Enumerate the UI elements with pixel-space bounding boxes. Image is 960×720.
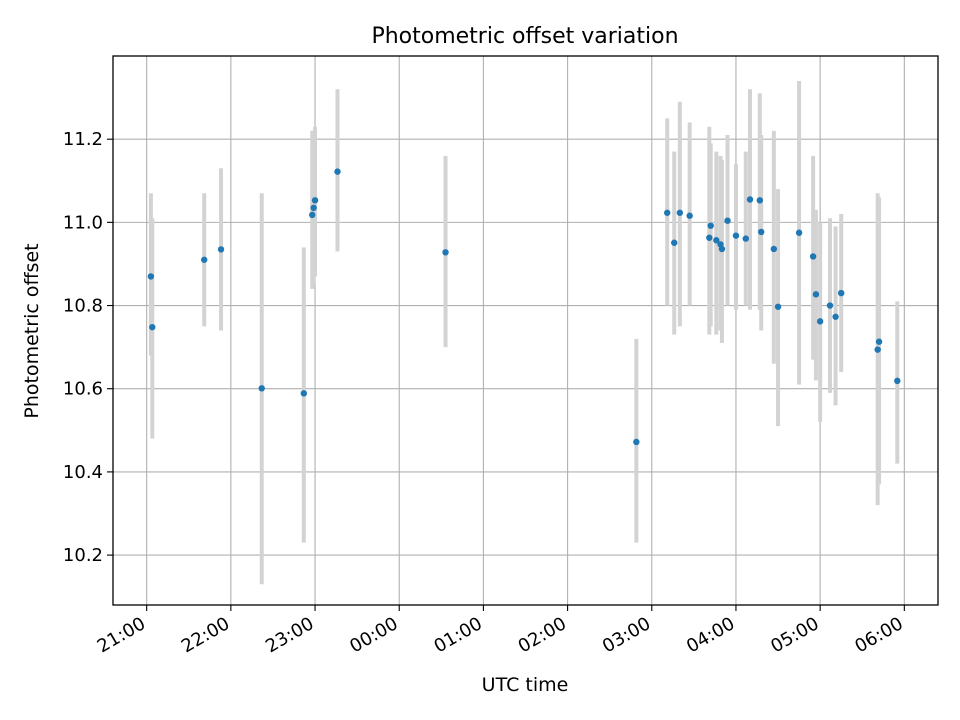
- data-point: [812, 291, 820, 298]
- data-point: [837, 289, 845, 297]
- y-tick-label: 10.4: [63, 462, 103, 483]
- data-point: [147, 273, 155, 280]
- data-point: [874, 346, 881, 353]
- data-point: [732, 232, 740, 239]
- data-point: [217, 246, 225, 253]
- data-point: [774, 303, 782, 310]
- y-tick-label: 10.8: [63, 296, 103, 317]
- data-point: [816, 318, 824, 325]
- data-point: [633, 438, 640, 446]
- data-point: [671, 239, 678, 246]
- data-point: [894, 377, 901, 385]
- data-point: [442, 249, 449, 256]
- data-point: [746, 196, 754, 203]
- y-axis-ticks: 10.2 10.4 10.6 10.8 11.0 11.2: [63, 129, 113, 566]
- data-point: [832, 313, 839, 320]
- data-point: [724, 217, 731, 224]
- data-point: [826, 302, 834, 309]
- data-point: [311, 197, 319, 204]
- data-point: [809, 253, 817, 260]
- data-point: [742, 235, 749, 242]
- data-point: [707, 222, 714, 229]
- chart-title: Photometric offset variation: [371, 24, 678, 49]
- data-point: [334, 168, 341, 175]
- data-point: [149, 323, 156, 331]
- data-point: [664, 209, 671, 216]
- x-axis-label: UTC time: [482, 674, 569, 696]
- y-axis-label: Photometric offset: [21, 243, 43, 418]
- data-point: [706, 234, 713, 241]
- data-point: [686, 212, 693, 219]
- data-point: [300, 390, 308, 397]
- data-points: [147, 168, 901, 446]
- data-point: [718, 245, 726, 253]
- data-point: [795, 229, 803, 236]
- data-point: [258, 385, 265, 392]
- data-point: [756, 197, 764, 204]
- y-tick-label: 11.0: [63, 212, 103, 233]
- data-point: [770, 245, 778, 253]
- data-point: [676, 209, 684, 216]
- data-point: [875, 338, 883, 345]
- y-tick-label: 10.2: [63, 545, 103, 566]
- data-point: [310, 204, 317, 212]
- y-tick-label: 11.2: [63, 129, 103, 150]
- y-tick-label: 10.6: [63, 379, 103, 400]
- data-point: [758, 228, 765, 236]
- data-point: [309, 211, 316, 219]
- data-point: [200, 256, 208, 263]
- plot-frame: [112, 55, 939, 606]
- data-point: [713, 237, 720, 244]
